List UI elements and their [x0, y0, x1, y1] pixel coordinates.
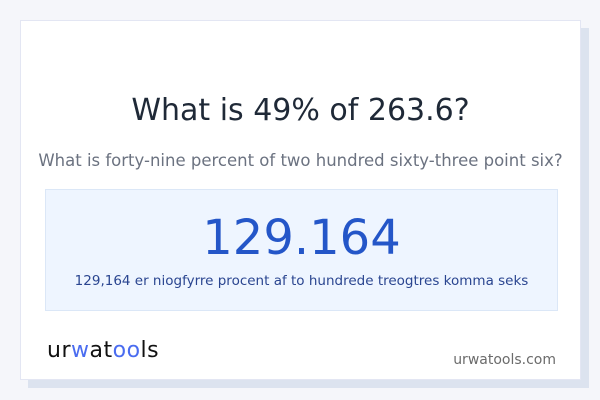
result-words: 129,164 er niogfyrre procent af to hundr…: [74, 273, 529, 289]
urwatools-logo[interactable]: urwatools: [47, 338, 160, 363]
result-value: 129.164: [202, 210, 401, 266]
page-title: What is 49% of 263.6?: [131, 93, 470, 128]
page-subtitle: What is forty-nine percent of two hundre…: [38, 151, 563, 170]
site-url: urwatools.com: [453, 352, 556, 368]
result-box: 129.164 129,164 er niogfyrre procent af …: [45, 189, 558, 311]
result-card: What is 49% of 263.6? What is forty-nine…: [20, 20, 581, 380]
